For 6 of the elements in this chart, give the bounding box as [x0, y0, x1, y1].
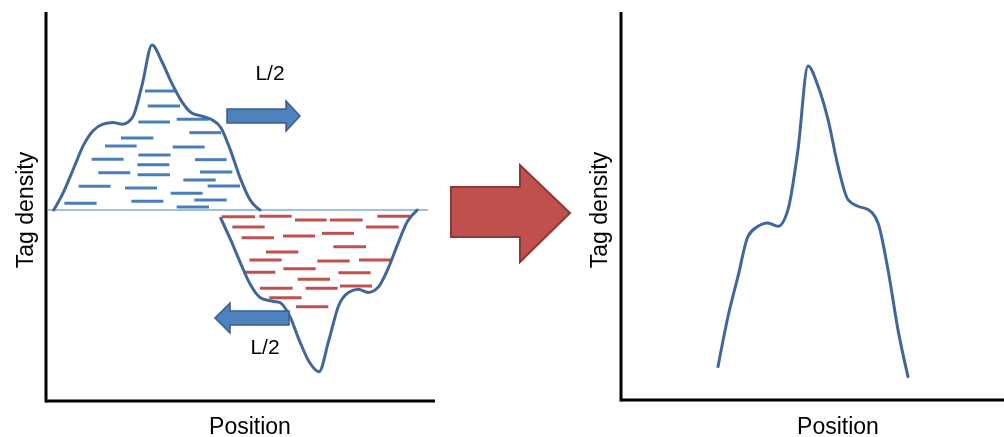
y-axis-title: Tag density	[12, 151, 38, 269]
y-axis-title: Tag density	[586, 151, 612, 269]
annotation: L/2	[255, 61, 285, 84]
x-axis-title: Position	[797, 413, 879, 437]
annotation: L/2	[250, 335, 280, 358]
x-axis-title: Position	[209, 413, 291, 437]
